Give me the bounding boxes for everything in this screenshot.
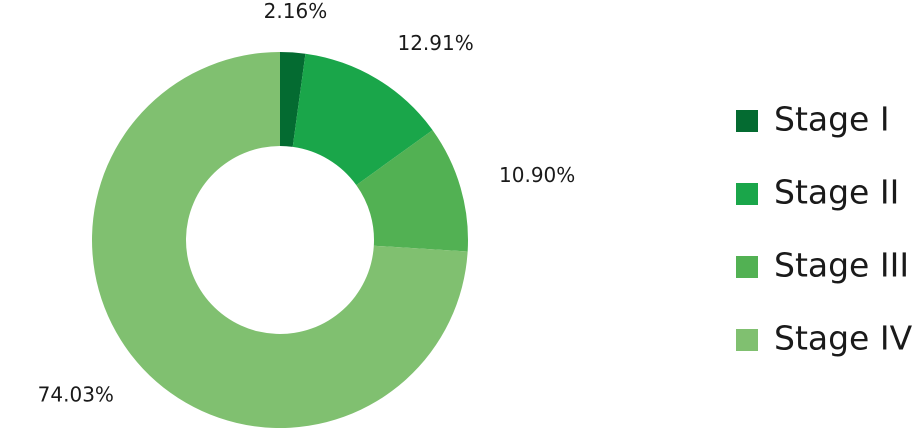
data-label: 12.91% — [397, 31, 473, 55]
data-label: 2.16% — [264, 0, 328, 23]
donut-slice — [292, 53, 433, 186]
legend-swatch — [736, 110, 758, 132]
donut-slice — [356, 130, 468, 252]
legend-swatch — [736, 256, 758, 278]
legend-label: Stage II — [774, 173, 899, 212]
legend-label: Stage I — [774, 100, 890, 139]
donut-slice — [280, 52, 306, 147]
donut-slice — [92, 52, 468, 428]
legend-label: Stage IV — [774, 319, 912, 358]
data-label: 74.03% — [38, 383, 114, 407]
data-label: 10.90% — [499, 163, 575, 187]
legend-swatch — [736, 329, 758, 351]
legend-label: Stage III — [774, 246, 909, 285]
legend-swatch — [736, 183, 758, 205]
